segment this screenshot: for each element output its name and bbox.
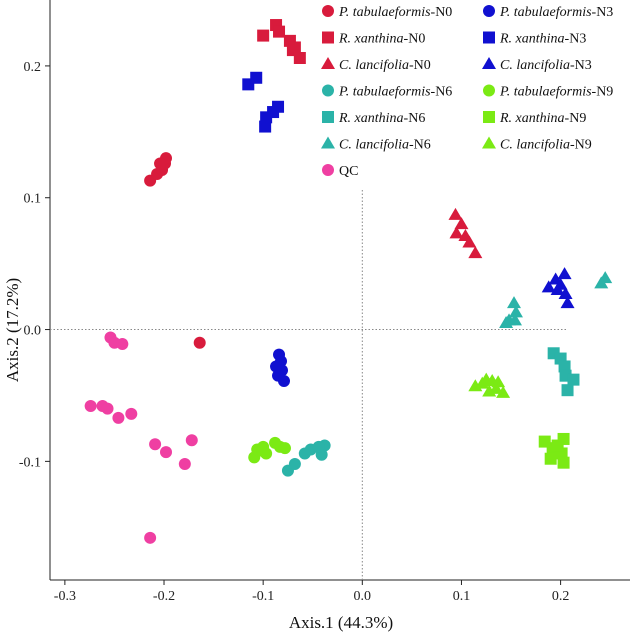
- x-tick-label: 0.2: [552, 589, 570, 604]
- data-point: [178, 458, 191, 470]
- legend-label: P. tabulaeformis-N9: [499, 85, 613, 100]
- legend-key: [321, 136, 335, 149]
- x-axis-title: Axis.1 (44.3%): [289, 613, 393, 632]
- data-point: [257, 29, 270, 42]
- data-point: [256, 444, 269, 457]
- data-point: [561, 384, 574, 397]
- data-point: [84, 400, 97, 412]
- data-point: [260, 111, 273, 124]
- y-tick-label: 0.2: [24, 60, 42, 75]
- data-point: [101, 402, 114, 415]
- data-point: [557, 456, 570, 469]
- y-tick-label: -0.1: [19, 455, 41, 470]
- data-point: [250, 71, 263, 84]
- data-point: [550, 283, 565, 295]
- data-point: [560, 296, 575, 309]
- data-point: [462, 235, 477, 248]
- data-point: [448, 207, 463, 220]
- data-point: [567, 373, 580, 386]
- data-point: [507, 296, 521, 309]
- data-point: [288, 458, 301, 470]
- data-point: [541, 280, 556, 293]
- legend-key: [483, 31, 495, 44]
- data-point: [557, 267, 572, 280]
- data-point: [259, 120, 272, 133]
- legend-label: P. tabulaeformis-N6: [338, 85, 452, 100]
- data-point: [116, 338, 129, 351]
- legend-key: [322, 31, 334, 44]
- data-point: [551, 439, 564, 452]
- y-tick-label: 0.0: [24, 324, 42, 339]
- data-point: [154, 157, 167, 170]
- data-point: [277, 374, 290, 387]
- data-point: [278, 442, 291, 455]
- legend-key: [483, 5, 495, 17]
- data-point: [508, 305, 523, 318]
- legend-label: C. lancifolia-N6: [339, 138, 431, 153]
- data-point: [454, 217, 469, 230]
- legend-key: [321, 57, 335, 69]
- data-points: [84, 19, 613, 544]
- legend-key: [483, 111, 495, 123]
- y-tick-label: 0.1: [24, 192, 42, 207]
- data-point: [193, 336, 206, 349]
- data-point: [458, 228, 473, 241]
- legend-label: QC: [339, 164, 358, 179]
- x-tick-label: -0.1: [252, 589, 274, 604]
- legend-label: P. tabulaeformis-N0: [338, 5, 452, 20]
- x-tick-label: -0.2: [153, 589, 175, 604]
- data-point: [312, 440, 325, 453]
- legend-label: C. lancifolia-N9: [500, 138, 592, 153]
- legend-label: C. lancifolia-N0: [339, 58, 431, 73]
- data-point: [496, 385, 511, 398]
- legend-label: P. tabulaeformis-N3: [499, 5, 613, 20]
- data-point: [160, 446, 172, 459]
- data-point: [499, 315, 514, 328]
- legend-label: C. lancifolia-N3: [500, 58, 592, 73]
- data-point: [288, 41, 301, 54]
- legend: P. tabulaeformis-N0 P. tabulaeformis-N3 R.…: [321, 5, 613, 179]
- data-point: [598, 271, 613, 284]
- legend-key: [482, 57, 496, 69]
- legend-label: R. xanthina-N3: [499, 32, 586, 47]
- x-tick-label: 0.1: [453, 589, 471, 604]
- data-point: [468, 246, 483, 259]
- data-point: [489, 381, 504, 394]
- data-point: [185, 434, 198, 447]
- data-point: [491, 375, 506, 388]
- legend-key: [483, 84, 495, 97]
- data-point: [144, 531, 157, 544]
- data-point: [112, 411, 125, 424]
- legend-key: [322, 5, 334, 17]
- data-point: [149, 438, 162, 451]
- x-tick-label: 0.0: [354, 589, 372, 604]
- x-tick-label: -0.3: [54, 589, 76, 604]
- data-point: [273, 25, 286, 38]
- data-point: [544, 452, 557, 465]
- data-point: [558, 360, 571, 373]
- y-axis-title: Axis.2 (17.2%): [3, 278, 22, 382]
- legend-label: R. xanthina-N6: [338, 111, 425, 126]
- legend-key: [322, 164, 334, 176]
- legend-key: [322, 84, 334, 97]
- legend-key: [482, 136, 496, 149]
- data-point: [558, 286, 573, 299]
- data-point: [449, 226, 464, 239]
- data-point: [507, 313, 522, 326]
- axis-ticks: -0.3 -0.2 -0.1 0.0 0.1 0.2 -0.1 0.0 0.1 0.2: [19, 60, 570, 604]
- data-point: [125, 407, 138, 420]
- data-point: [293, 52, 306, 64]
- legend-label: R. xanthina-N9: [499, 111, 586, 126]
- legend-label: R. xanthina-N0: [338, 32, 425, 47]
- legend-key: [322, 111, 334, 123]
